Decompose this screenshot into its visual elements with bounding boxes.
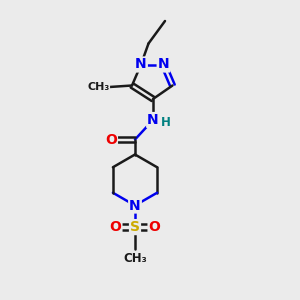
Text: methyl: methyl: [104, 84, 109, 86]
Text: CH₃: CH₃: [87, 82, 110, 92]
Text: O: O: [105, 133, 117, 146]
Text: O: O: [110, 220, 122, 234]
Text: N: N: [147, 113, 159, 127]
Text: H: H: [161, 116, 170, 129]
Text: CH₃: CH₃: [123, 252, 147, 265]
Text: S: S: [130, 220, 140, 234]
Text: N: N: [158, 58, 169, 71]
Text: N: N: [135, 58, 147, 71]
Text: N: N: [129, 199, 141, 212]
Text: O: O: [148, 220, 160, 234]
